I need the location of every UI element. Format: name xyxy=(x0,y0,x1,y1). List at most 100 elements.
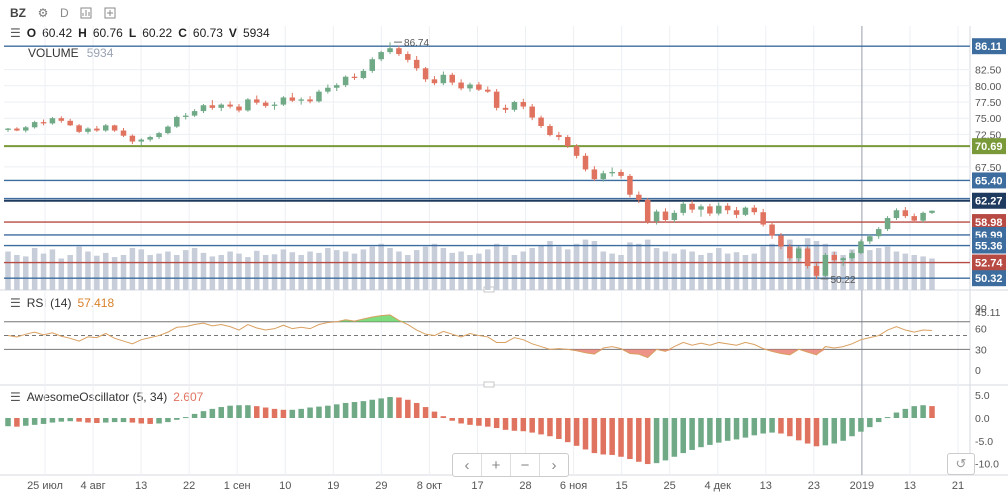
ao-bar xyxy=(40,418,47,424)
candle-body xyxy=(333,85,340,88)
ao-bar xyxy=(111,418,118,423)
volume-bar xyxy=(396,251,402,290)
x-tick-label: 19 xyxy=(327,480,339,492)
candle-body xyxy=(422,68,429,80)
candle-body xyxy=(342,76,349,86)
volume-bar xyxy=(245,257,251,290)
volume-bar xyxy=(165,251,171,290)
volume-bar xyxy=(325,248,331,290)
volume-bar xyxy=(40,253,47,290)
candle-body xyxy=(396,48,402,55)
ao-bar xyxy=(520,418,527,432)
volume-bar xyxy=(387,248,393,290)
candle-body xyxy=(156,133,162,138)
ao-bar xyxy=(102,418,109,423)
rsi-label: RSI (14) xyxy=(26,296,72,310)
ao-bar xyxy=(769,418,775,433)
symbol-label[interactable]: BZ xyxy=(10,6,26,20)
volume-bar xyxy=(760,246,766,290)
ao-bar xyxy=(369,399,376,418)
ao-bar xyxy=(254,406,260,418)
volume-bar xyxy=(333,250,340,290)
ao-bar xyxy=(671,418,678,457)
volume-bar xyxy=(467,255,473,290)
price-levels xyxy=(4,45,970,279)
zoom-out-button[interactable]: − xyxy=(511,454,540,476)
candle-body xyxy=(120,130,127,136)
rsi-oversold-fill xyxy=(8,349,932,358)
volume-bar xyxy=(58,258,65,290)
rsi-y-tick-label: 90 xyxy=(975,303,987,315)
rsi-line xyxy=(7,314,933,359)
ao-bar xyxy=(94,418,100,424)
x-tick-label: 28 xyxy=(519,480,531,492)
volume-bar xyxy=(742,255,749,290)
volume-bar xyxy=(716,248,722,290)
price-level-tag xyxy=(972,254,1006,271)
volume-bar xyxy=(778,241,784,290)
ao-bar xyxy=(298,408,304,418)
menu-icon[interactable]: ☰ xyxy=(10,26,21,40)
price-level-tag-label: 50.32 xyxy=(975,273,1003,285)
volume-bar xyxy=(902,253,909,290)
candle-body xyxy=(405,54,411,60)
candle-body xyxy=(218,104,224,108)
candle-body xyxy=(191,111,198,116)
price-level-tag-label: 70.69 xyxy=(975,141,1003,153)
ao-bar xyxy=(236,405,242,418)
scroll-left-button[interactable]: ‹ xyxy=(453,454,482,476)
candle-body xyxy=(351,76,358,79)
volume-bar xyxy=(609,253,615,290)
candle-body xyxy=(209,105,216,108)
ao-bar xyxy=(511,418,518,431)
candle-body xyxy=(174,116,180,127)
volume-bar xyxy=(405,255,411,290)
y-tick-label: 80.00 xyxy=(975,81,1001,93)
volume-bar xyxy=(520,251,527,290)
ao-bar xyxy=(644,418,651,465)
ao-bar xyxy=(333,404,340,418)
price-level-tag-label: 55.36 xyxy=(975,241,1003,253)
gear-icon[interactable]: ⚙ xyxy=(37,6,49,20)
price-level-tag-label: 86.11 xyxy=(975,41,1002,53)
candle-body xyxy=(147,137,153,140)
volume-bar xyxy=(351,253,358,290)
candle-body xyxy=(129,135,136,142)
candle-body xyxy=(787,246,793,259)
interval-label[interactable]: D xyxy=(60,6,69,20)
reset-chart-button[interactable]: ↺ xyxy=(947,453,975,475)
rsi-y-tick-label: 30 xyxy=(975,344,987,356)
candle-body xyxy=(271,104,278,106)
ao-menu-icon[interactable]: ☰ xyxy=(10,390,21,404)
ao-bar xyxy=(485,418,491,427)
rsi-menu-icon[interactable]: ☰ xyxy=(10,296,21,310)
compare-icon[interactable] xyxy=(79,6,93,20)
ao-resize-handle xyxy=(483,381,495,388)
ao-bar xyxy=(467,418,473,425)
ao-bar xyxy=(120,418,127,423)
zoom-in-button[interactable]: + xyxy=(482,454,511,476)
candle-body xyxy=(795,248,802,259)
volume-bar xyxy=(271,254,278,290)
x-tick-label: 22 xyxy=(183,480,195,492)
volume-bar xyxy=(218,255,224,290)
volume-bar xyxy=(653,248,660,290)
candle-body xyxy=(538,117,544,126)
volume-bar xyxy=(156,253,162,290)
ao-bar xyxy=(271,408,278,418)
volume-bar xyxy=(49,249,56,290)
ao-y-tick-label: 0.0 xyxy=(975,413,990,425)
add-indicator-icon[interactable] xyxy=(103,6,117,20)
volume-bar xyxy=(671,253,678,290)
scroll-right-button[interactable]: › xyxy=(551,456,557,474)
y-tick-label: 82.50 xyxy=(975,65,1001,77)
volume-bar xyxy=(422,246,429,290)
ao-bar xyxy=(360,401,367,418)
x-tick-label: 29 xyxy=(375,480,387,492)
ao-bar xyxy=(858,418,864,432)
ao-bar xyxy=(573,418,580,446)
candle-body xyxy=(378,52,384,60)
ao-bar xyxy=(742,418,749,438)
